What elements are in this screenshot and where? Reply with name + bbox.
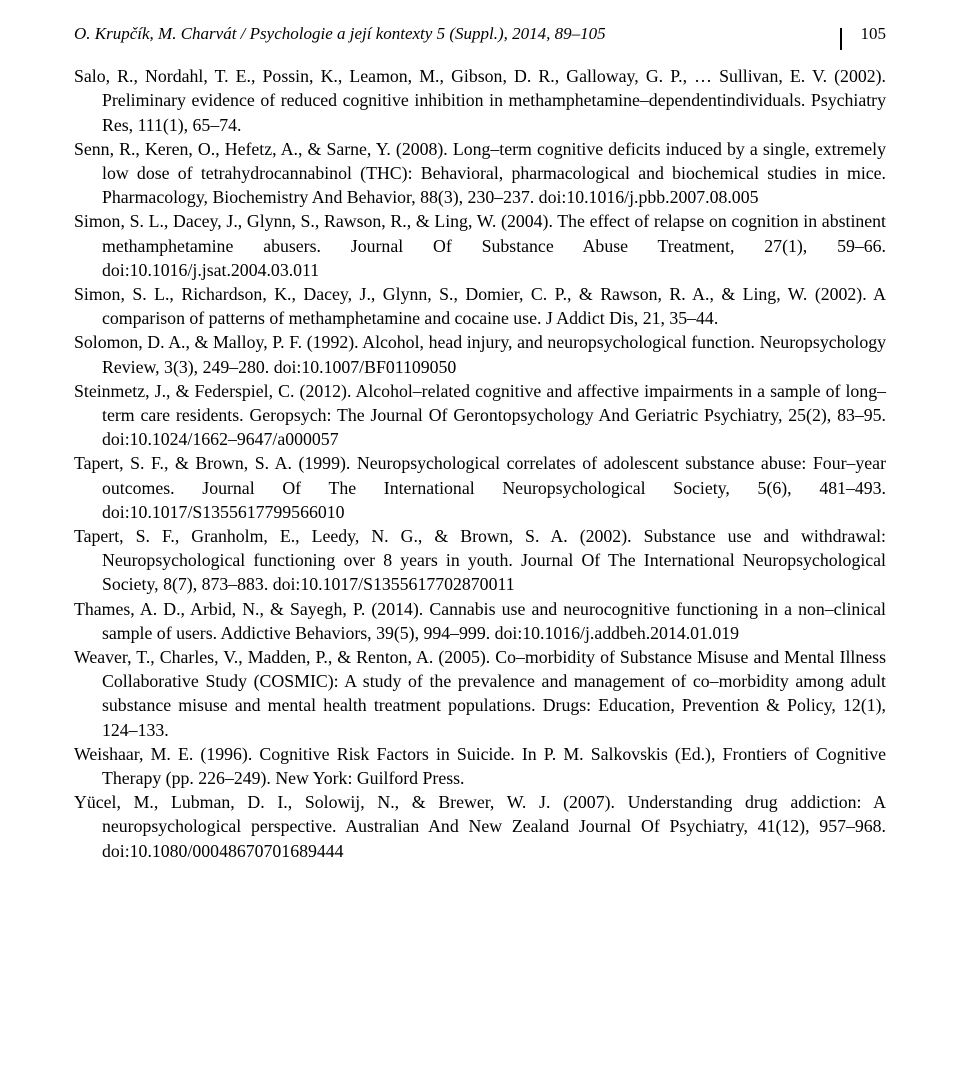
reference-item: Simon, S. L., Dacey, J., Glynn, S., Raws… bbox=[74, 209, 886, 282]
reference-item: Steinmetz, J., & Federspiel, C. (2012). … bbox=[74, 379, 886, 452]
reference-item: Weaver, T., Charles, V., Madden, P., & R… bbox=[74, 645, 886, 742]
page: O. Krupčík, M. Charvát / Psychologie a j… bbox=[0, 0, 960, 1076]
running-head-journal: O. Krupčík, M. Charvát / Psychologie a j… bbox=[74, 22, 606, 45]
reference-item: Weishaar, M. E. (1996). Cognitive Risk F… bbox=[74, 742, 886, 790]
reference-item: Simon, S. L., Richardson, K., Dacey, J.,… bbox=[74, 282, 886, 330]
reference-item: Senn, R., Keren, O., Hefetz, A., & Sarne… bbox=[74, 137, 886, 210]
reference-item: Tapert, S. F., Granholm, E., Leedy, N. G… bbox=[74, 524, 886, 597]
running-head: O. Krupčík, M. Charvát / Psychologie a j… bbox=[74, 22, 886, 46]
reference-item: Yücel, M., Lubman, D. I., Solowij, N., &… bbox=[74, 790, 886, 863]
reference-item: Salo, R., Nordahl, T. E., Possin, K., Le… bbox=[74, 64, 886, 137]
reference-item: Solomon, D. A., & Malloy, P. F. (1992). … bbox=[74, 330, 886, 378]
running-head-right: 105 bbox=[832, 22, 886, 46]
reference-item: Thames, A. D., Arbid, N., & Sayegh, P. (… bbox=[74, 597, 886, 645]
reference-item: Tapert, S. F., & Brown, S. A. (1999). Ne… bbox=[74, 451, 886, 524]
running-head-divider bbox=[840, 28, 842, 50]
running-head-page-number: 105 bbox=[853, 24, 887, 43]
